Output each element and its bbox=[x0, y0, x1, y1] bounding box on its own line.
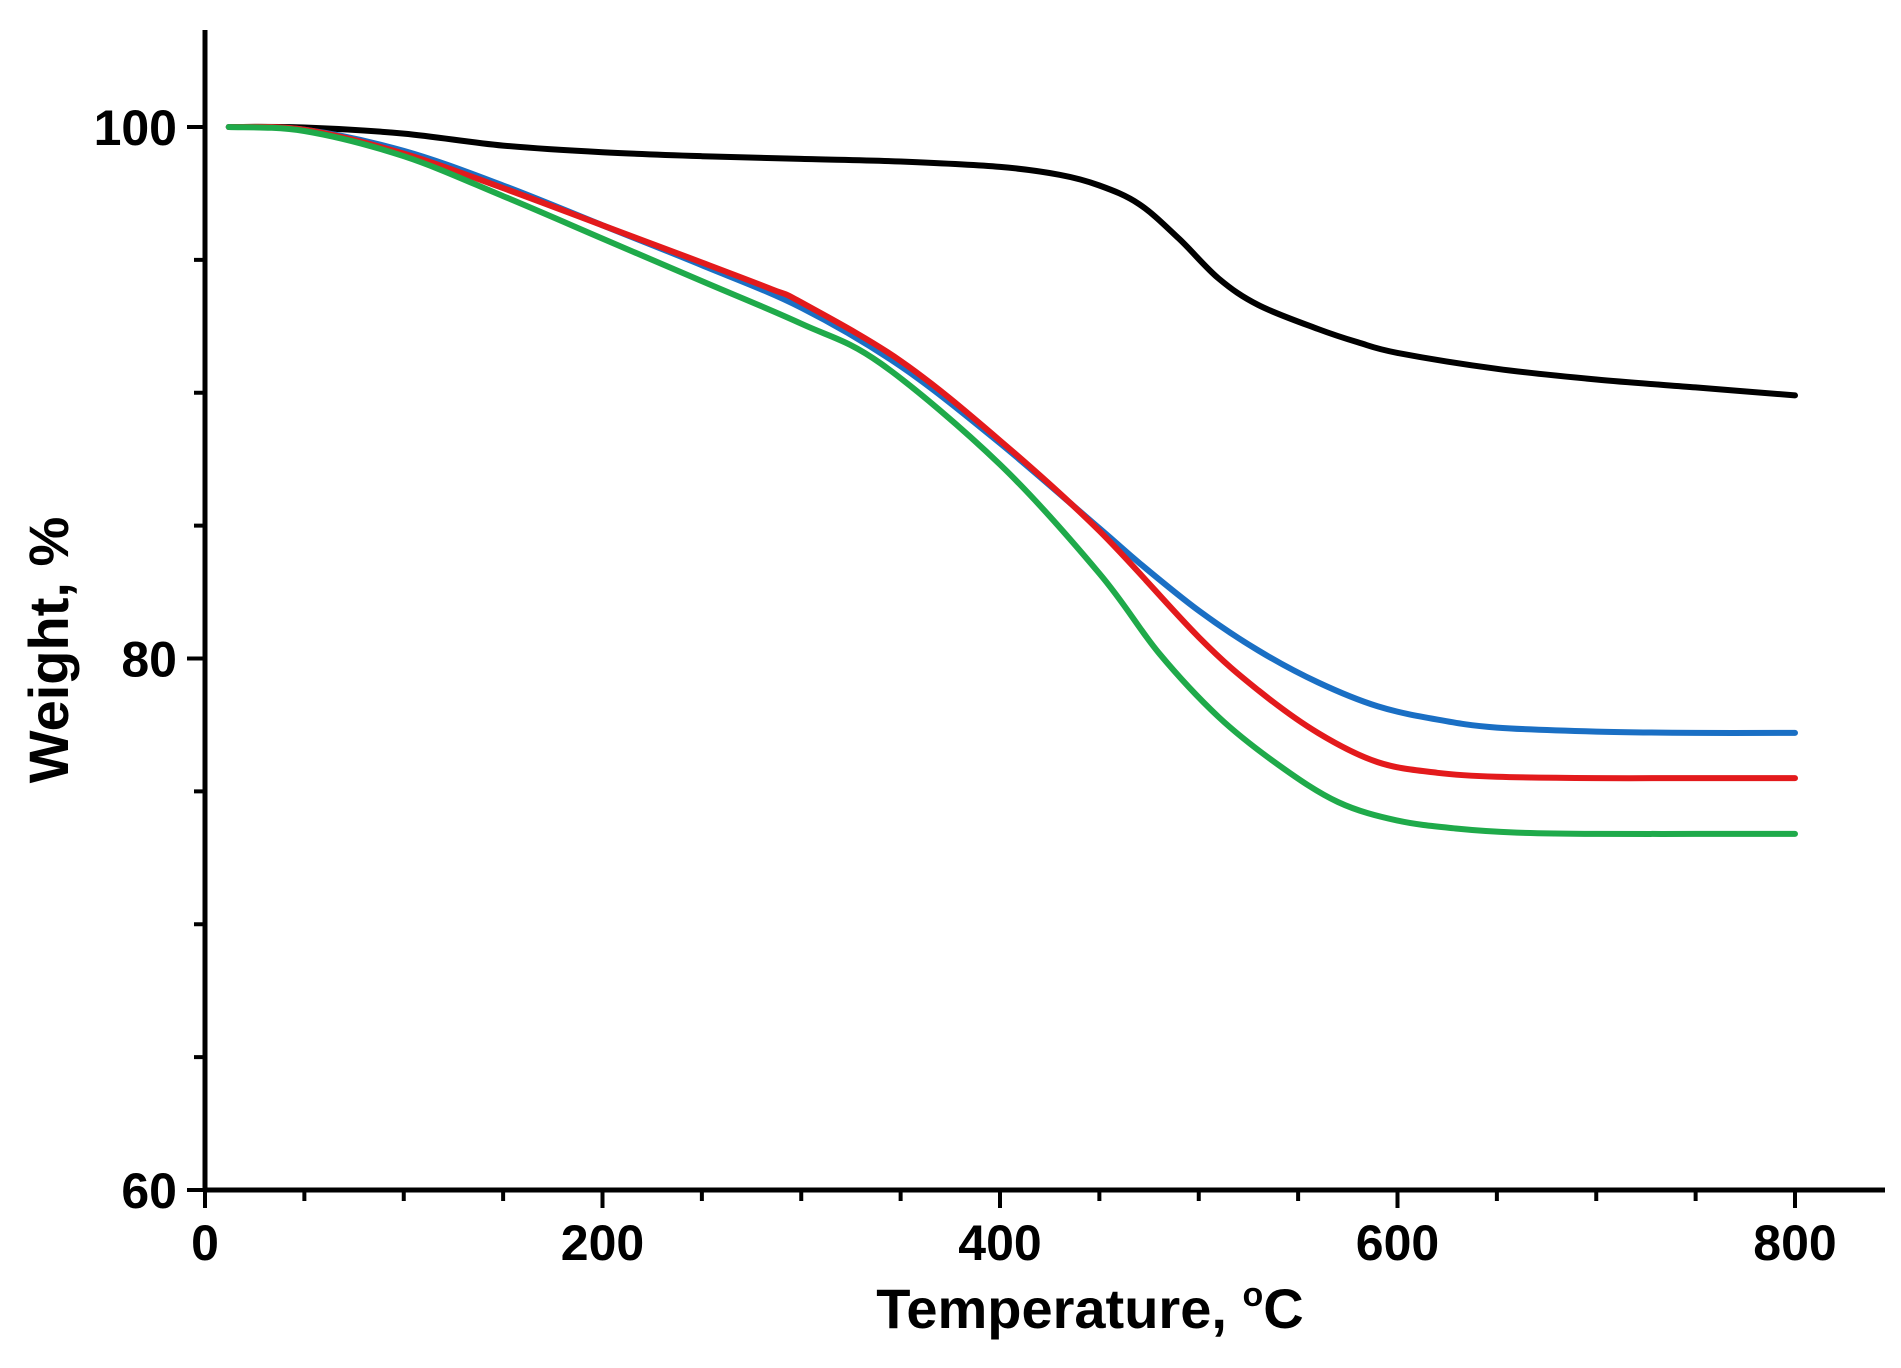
x-axis-title-superscript: o bbox=[1242, 1276, 1263, 1314]
series-line-red bbox=[225, 123, 1798, 782]
y-tick-label: 80 bbox=[121, 632, 177, 688]
x-tick-label: 400 bbox=[958, 1215, 1041, 1271]
data-series bbox=[225, 123, 1798, 837]
y-tick-label: 60 bbox=[121, 1163, 177, 1219]
axis-ticks: 0 200 400 600 800 60 80 100 bbox=[94, 100, 1837, 1271]
x-axis-title-unit: C bbox=[1263, 1277, 1303, 1340]
series-line-blue bbox=[225, 123, 1798, 736]
series-line-green bbox=[225, 124, 1798, 837]
x-axis-title: Temperature, oC bbox=[876, 1276, 1303, 1340]
x-tick-label: 800 bbox=[1753, 1215, 1836, 1271]
x-tick-label: 0 bbox=[191, 1215, 219, 1271]
x-axis-title-text: Temperature, bbox=[876, 1277, 1242, 1340]
y-tick-label: 100 bbox=[94, 100, 177, 156]
x-tick-label: 200 bbox=[561, 1215, 644, 1271]
x-tick-label: 600 bbox=[1356, 1215, 1439, 1271]
axes bbox=[202, 30, 1885, 1193]
series-line-black bbox=[225, 123, 1798, 399]
y-axis-title: Weight, % bbox=[17, 517, 80, 784]
